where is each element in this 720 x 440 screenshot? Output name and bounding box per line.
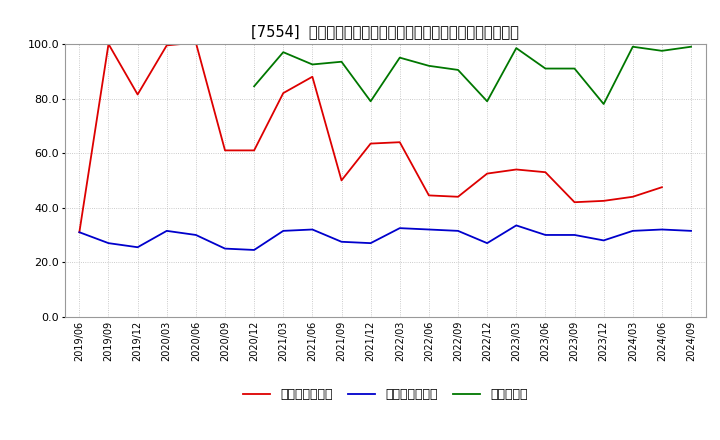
売上債権回転率: [629, 194, 637, 199]
買入債務回転率: [337, 239, 346, 244]
買入債務回転率: [279, 228, 287, 234]
買入債務回転率: [541, 232, 550, 238]
買入債務回転率: [192, 232, 200, 238]
売上債権回転率: [192, 40, 200, 45]
売上債権回転率: [337, 178, 346, 183]
在庫回転率: [512, 45, 521, 51]
買入債務回転率: [483, 241, 492, 246]
在庫回転率: [395, 55, 404, 60]
買入債務回転率: [163, 228, 171, 234]
買入債務回転率: [104, 241, 113, 246]
在庫回転率: [483, 99, 492, 104]
売上債権回転率: [75, 230, 84, 235]
在庫回転率: [425, 63, 433, 69]
買入債務回転率: [425, 227, 433, 232]
売上債権回転率: [279, 91, 287, 96]
売上債権回転率: [454, 194, 462, 199]
在庫回転率: [308, 62, 317, 67]
買入債務回転率: [629, 228, 637, 234]
買入債務回転率: [657, 227, 666, 232]
在庫回転率: [599, 101, 608, 106]
売上債権回転率: [133, 92, 142, 97]
売上債権回転率: [657, 185, 666, 190]
売上債権回転率: [366, 141, 375, 146]
買入債務回転率: [395, 225, 404, 231]
買入債務回転率: [75, 230, 84, 235]
売上債権回転率: [425, 193, 433, 198]
売上債権回転率: [395, 139, 404, 145]
在庫回転率: [250, 84, 258, 89]
在庫回転率: [687, 44, 696, 49]
Legend: 売上債権回転率, 買入債務回転率, 在庫回転率: 売上債権回転率, 買入債務回転率, 在庫回転率: [238, 383, 533, 406]
Line: 在庫回転率: 在庫回転率: [254, 47, 691, 104]
売上債権回転率: [483, 171, 492, 176]
在庫回転率: [541, 66, 550, 71]
買入債務回転率: [308, 227, 317, 232]
在庫回転率: [337, 59, 346, 64]
買入債務回転率: [133, 245, 142, 250]
Line: 売上債権回転率: 売上債権回転率: [79, 43, 662, 232]
売上債権回転率: [163, 43, 171, 48]
在庫回転率: [279, 50, 287, 55]
売上債権回転率: [541, 169, 550, 175]
買入債務回転率: [366, 241, 375, 246]
買入債務回転率: [454, 228, 462, 234]
買入債務回転率: [250, 247, 258, 253]
在庫回転率: [570, 66, 579, 71]
買入債務回転率: [512, 223, 521, 228]
在庫回転率: [629, 44, 637, 49]
買入債務回転率: [687, 228, 696, 234]
在庫回転率: [657, 48, 666, 53]
売上債権回転率: [104, 41, 113, 47]
売上債権回転率: [220, 148, 229, 153]
在庫回転率: [454, 67, 462, 73]
売上債権回転率: [250, 148, 258, 153]
買入債務回転率: [220, 246, 229, 251]
売上債権回転率: [570, 200, 579, 205]
買入債務回転率: [599, 238, 608, 243]
Line: 買入債務回転率: 買入債務回転率: [79, 225, 691, 250]
Title: [7554]  売上債権回転率、買入債務回転率、在庫回転率の推移: [7554] 売上債権回転率、買入債務回転率、在庫回転率の推移: [251, 24, 519, 39]
売上債権回転率: [599, 198, 608, 203]
売上債権回転率: [308, 74, 317, 79]
在庫回転率: [366, 99, 375, 104]
買入債務回転率: [570, 232, 579, 238]
売上債権回転率: [512, 167, 521, 172]
